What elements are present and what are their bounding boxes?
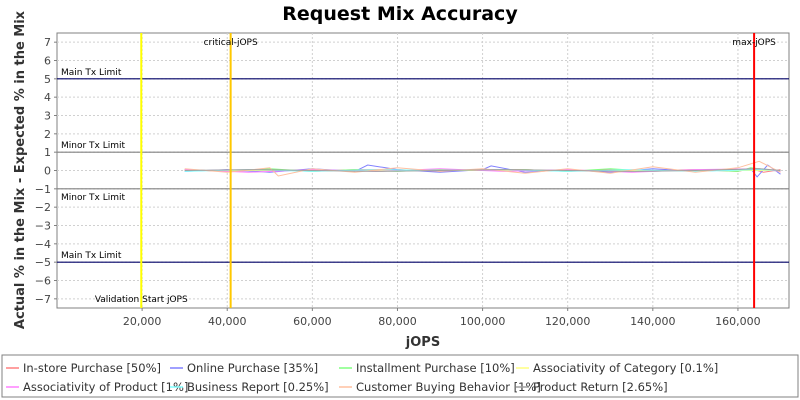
- y-tick-label: −3: [35, 220, 51, 233]
- legend-label: Associativity of Category [0.1%]: [533, 361, 718, 375]
- legend-label: Customer Buying Behavior [1%]: [356, 380, 541, 394]
- y-tick-label: 5: [44, 73, 51, 86]
- x-tick-label: 20,000: [123, 315, 162, 328]
- x-tick-label: 100,000: [460, 315, 506, 328]
- y-tick-label: −4: [35, 238, 51, 251]
- y-tick-label: −6: [35, 275, 51, 288]
- x-tick-label: 140,000: [630, 315, 676, 328]
- marker-line-label: max-jOPS: [732, 38, 776, 48]
- x-tick-label: 60,000: [293, 315, 332, 328]
- y-tick-label: 3: [44, 110, 51, 123]
- marker-line-label: Validation Start jOPS: [95, 295, 188, 305]
- y-tick-label: −1: [35, 183, 51, 196]
- x-tick-label: 160,000: [715, 315, 761, 328]
- legend-label: Product Return [2.65%]: [533, 380, 668, 394]
- x-tick-label: 40,000: [208, 315, 247, 328]
- chart-title: Request Mix Accuracy: [282, 3, 518, 25]
- x-tick-label: 80,000: [378, 315, 417, 328]
- y-tick-label: 0: [44, 165, 51, 178]
- limit-line-label: Main Tx Limit: [61, 251, 122, 261]
- marker-line-label: critical-jOPS: [204, 38, 258, 48]
- legend-label: Business Report [0.25%]: [187, 380, 329, 394]
- limit-line-label: Main Tx Limit: [61, 68, 122, 78]
- y-tick-label: 4: [44, 91, 51, 104]
- legend-label: In-store Purchase [50%]: [23, 361, 161, 375]
- x-axis-ticks: 20,000 40,000 60,000 80,000 100,000 120,000 14…: [123, 308, 761, 328]
- y-tick-label: −7: [35, 293, 51, 306]
- y-tick-label: 7: [44, 36, 51, 49]
- y-tick-label: 6: [44, 55, 51, 68]
- y-axis-title: Actual % in the Mix - Expected % in the …: [13, 10, 28, 329]
- limit-line-label: Minor Tx Limit: [61, 193, 126, 203]
- legend-label: Installment Purchase [10%]: [356, 361, 515, 375]
- x-axis-title: jOPS: [405, 335, 440, 350]
- legend-label: Online Purchase [35%]: [187, 361, 318, 375]
- y-tick-label: 1: [44, 146, 51, 159]
- y-tick-label: −5: [35, 256, 51, 269]
- y-axis-ticks: −7 −6 −5 −4 −3 −2 −1 0 1 2 3 4 5 6 7: [35, 36, 57, 306]
- x-tick-label: 120,000: [545, 315, 591, 328]
- y-tick-label: 2: [44, 128, 51, 141]
- legend-label: Associativity of Product [1%]: [23, 380, 188, 394]
- limit-line-label: Minor Tx Limit: [61, 141, 126, 151]
- y-tick-label: −2: [35, 201, 51, 214]
